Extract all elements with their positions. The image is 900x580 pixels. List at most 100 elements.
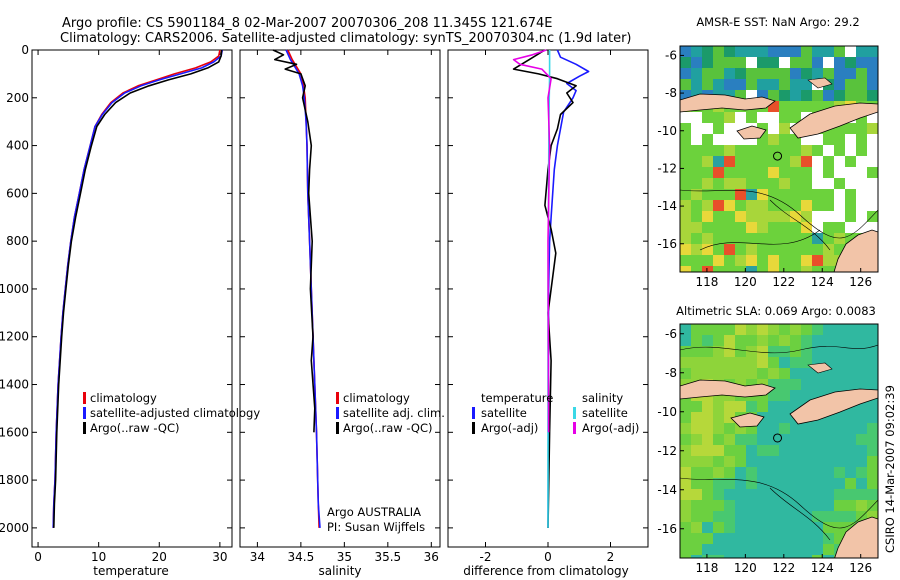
map-raster-cell [702, 266, 714, 272]
map-raster-cell [757, 211, 769, 223]
temperature-legend: climatology satellite-adjusted climatolo… [83, 391, 260, 435]
map-raster-cell [702, 401, 714, 413]
map-raster-cell [768, 90, 780, 102]
legend-swatch-temp-argo [472, 422, 475, 434]
map-raster-cell [713, 357, 725, 369]
map-raster-cell [680, 57, 692, 69]
map-raster-cell [790, 266, 802, 272]
map-raster-cell [746, 68, 758, 80]
map-raster-cell [779, 533, 791, 545]
map-raster-cell [790, 112, 802, 124]
map-raster-cell [702, 544, 714, 556]
map-raster-cell [680, 156, 692, 168]
map-raster-cell [724, 324, 736, 336]
map-raster-cell [834, 134, 846, 146]
map-raster-cell [724, 346, 736, 358]
map-raster-cell [724, 368, 736, 380]
map-raster-cell [845, 233, 857, 245]
map-raster-cell [735, 456, 747, 468]
map-raster-cell [691, 189, 703, 201]
map-raster-cell [812, 511, 824, 523]
map-raster-cell [812, 390, 824, 402]
map-raster-cell [713, 68, 725, 80]
map-raster-cell [801, 101, 813, 113]
sst-map-argo-marker [773, 151, 783, 161]
map-raster-cell [746, 112, 758, 124]
map-raster-cell [735, 156, 747, 168]
map-raster-cell [867, 368, 878, 380]
map-raster-cell [845, 79, 857, 91]
map-raster-cell [779, 46, 791, 58]
map-raster-cell [768, 522, 780, 534]
map-raster-cell [790, 445, 802, 457]
map-raster-cell [691, 68, 703, 80]
map-raster-cell [768, 68, 780, 80]
map-raster-cell [812, 200, 824, 212]
map-raster-cell [845, 511, 857, 523]
map-raster-cell [768, 255, 780, 267]
map-raster-cell [790, 368, 802, 380]
map-raster-cell [735, 57, 747, 69]
map-raster-cell [680, 112, 692, 124]
map-raster-cell [680, 244, 692, 256]
map-raster-cell [823, 544, 835, 556]
map-raster-cell [757, 233, 769, 245]
map-raster-cell [680, 324, 692, 336]
map-raster-cell [867, 467, 878, 479]
map-raster-cell [856, 357, 868, 369]
map-raster-cell [691, 57, 703, 69]
map-raster-cell [713, 467, 725, 479]
map-raster-cell [845, 156, 857, 168]
map-raster-cell [735, 167, 747, 179]
map-raster-cell [845, 434, 857, 446]
map-raster-cell [757, 178, 769, 190]
map-raster-cell [823, 522, 835, 534]
map-raster-cell [834, 324, 846, 336]
map-raster-cell [702, 511, 714, 523]
map-raster-cell [801, 134, 813, 146]
map-raster-cell [790, 156, 802, 168]
map-raster-cell [724, 123, 736, 135]
map-raster-cell [724, 57, 736, 69]
map-raster-cell [691, 412, 703, 424]
y-tick-label: 600 [6, 186, 29, 200]
map-raster-cell [746, 423, 758, 435]
map-raster-cell [768, 412, 780, 424]
map-raster-cell [757, 112, 769, 124]
map-raster-cell [779, 511, 791, 523]
map-raster-cell [834, 357, 846, 369]
map-raster-cell [801, 544, 813, 556]
map-x-tick-label: 124 [811, 275, 834, 289]
map-raster-cell [779, 467, 791, 479]
map-raster-cell [856, 167, 868, 179]
map-raster-cell [735, 489, 747, 501]
map-raster-cell [812, 500, 824, 512]
map-raster-cell [702, 200, 714, 212]
map-raster-cell [768, 511, 780, 523]
map-raster-cell [867, 200, 878, 212]
map-raster-cell [812, 324, 824, 336]
map-raster-cell [801, 244, 813, 256]
legend-swatch-argo [83, 422, 86, 434]
map-raster-cell [735, 335, 747, 347]
map-raster-cell [834, 478, 846, 490]
map-raster-cell [779, 211, 791, 223]
map-raster-cell [867, 57, 878, 69]
map-raster-cell [735, 178, 747, 190]
map-raster-cell [680, 434, 692, 446]
map-raster-cell [691, 357, 703, 369]
map-raster-cell [867, 145, 878, 157]
map-raster-cell [823, 511, 835, 523]
map-raster-cell [812, 46, 824, 58]
map-raster-cell [834, 489, 846, 501]
map-raster-cell [724, 434, 736, 446]
map-raster-cell [746, 324, 758, 336]
map-raster-cell [680, 335, 692, 347]
map-raster-cell [702, 434, 714, 446]
map-raster-cell [757, 467, 769, 479]
map-raster-cell [779, 478, 791, 490]
map-raster-cell [768, 401, 780, 413]
map-raster-cell [834, 90, 846, 102]
legend-label-climatology: climatology [343, 391, 410, 405]
map-raster-cell [801, 423, 813, 435]
